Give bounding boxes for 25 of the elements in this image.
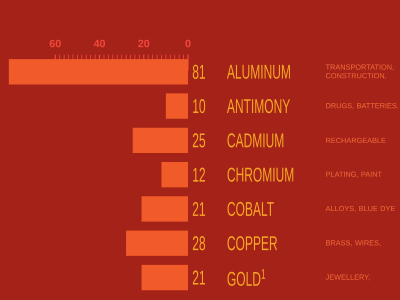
- data-label: 12: [193, 168, 205, 182]
- y-tick-label: CHROMIUM: [228, 168, 294, 182]
- y-tick-label: GOLD$^{1}$: [228, 269, 266, 286]
- x-tick-label: 0: [185, 40, 191, 48]
- y-tick-label: CADMIUM: [228, 133, 284, 148]
- data-label: 21: [192, 202, 206, 216]
- bar: [142, 196, 188, 222]
- x-tick-label: 40: [94, 40, 106, 48]
- bar: [166, 93, 188, 119]
- x-tick-label: 60: [50, 40, 61, 48]
- y-tick-label: ALUMINUM: [226, 64, 290, 79]
- bar: [161, 162, 188, 188]
- bar: [132, 128, 188, 154]
- bar: [142, 264, 188, 290]
- data-label: 21: [192, 270, 206, 285]
- y-tick-label: COPPER: [228, 236, 278, 250]
- bar: [126, 230, 188, 256]
- y-tick-label: COBALT: [228, 202, 274, 216]
- data-label: 81: [192, 64, 206, 79]
- bar: [8, 59, 188, 84]
- data-label: 28: [192, 236, 206, 250]
- x-tick-label: 20: [138, 40, 150, 48]
- data-label: 25: [192, 133, 206, 148]
- y-tick-label: ANTIMONY: [226, 99, 290, 114]
- data-label: 10: [193, 99, 206, 114]
